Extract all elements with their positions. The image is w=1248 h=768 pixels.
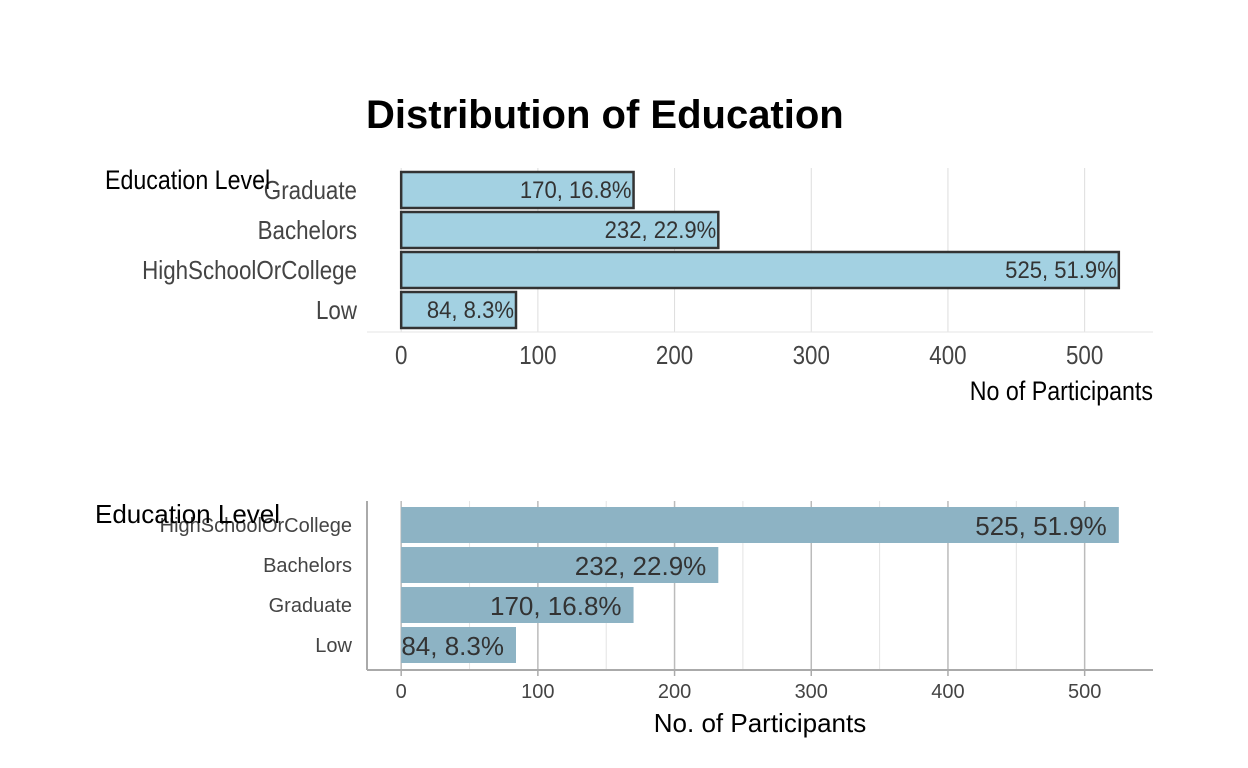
- bottom-category-label: HighSchoolOrCollege: [160, 515, 352, 537]
- bottom-data-label: 170, 16.8%: [490, 591, 622, 621]
- bottom-bar-Low: [401, 627, 516, 663]
- top-bar-Graduate: [399, 170, 635, 210]
- bottom-data-label: 84, 8.3%: [401, 631, 504, 661]
- bottom-category-label: Low: [315, 635, 352, 657]
- bottom-x-tick-label: 500: [1068, 681, 1101, 703]
- bottom-x-axis-title: No. of Participants: [654, 708, 866, 738]
- top-data-labels: 170, 16.8% 232, 22.9% 525, 51.9% 84, 8.3%: [427, 176, 1117, 323]
- bottom-data-labels: 525, 51.9% 232, 22.9% 170, 16.8% 84, 8.3%: [401, 511, 1106, 661]
- bottom-category-label: Graduate: [269, 595, 352, 617]
- bottom-data-label: 232, 22.9%: [575, 551, 707, 581]
- bottom-category-labels: HighSchoolOrCollege Bachelors Graduate Low: [160, 515, 353, 657]
- top-x-tick-label: 300: [793, 341, 830, 370]
- top-x-tick-label: 200: [656, 341, 693, 370]
- bottom-x-tick-label: 300: [795, 681, 828, 703]
- top-legend-title: Education Level: [105, 165, 270, 195]
- bottom-x-tick-label: 100: [521, 681, 554, 703]
- bottom-bar-Graduate: [401, 587, 634, 623]
- top-category-labels: Graduate Bachelors HighSchoolOrCollege Low: [142, 176, 357, 325]
- bottom-chart-panel: 525, 51.9% 232, 22.9% 170, 16.8% 84, 8.3% H…: [95, 499, 1153, 738]
- top-bars: [399, 170, 1121, 330]
- top-category-label: Low: [316, 296, 357, 325]
- top-x-tick-label: 100: [519, 341, 556, 370]
- top-tick-labels: 0 100 200 300 400 500: [395, 341, 1103, 370]
- bottom-bar-Bachelors: [401, 547, 719, 583]
- top-category-label: Graduate: [264, 176, 357, 205]
- top-bar-Bachelors: [399, 210, 720, 250]
- bottom-legend-title: Education Level: [95, 499, 280, 529]
- top-data-label: 232, 22.9%: [605, 216, 717, 243]
- bottom-x-tick-label: 0: [396, 681, 407, 703]
- bottom-x-tick-label: 200: [658, 681, 691, 703]
- bottom-bars: [401, 507, 1119, 663]
- top-category-label: HighSchoolOrCollege: [142, 256, 357, 285]
- bottom-data-label: 525, 51.9%: [975, 511, 1107, 541]
- top-x-axis-title: No of Participants: [970, 376, 1153, 406]
- top-chart-panel: 170, 16.8% 232, 22.9% 525, 51.9% 84, 8.3% G…: [105, 93, 1153, 406]
- top-x-tick-label: 0: [395, 341, 407, 370]
- top-x-tick-label: 400: [929, 341, 966, 370]
- top-category-label: Bachelors: [258, 216, 357, 245]
- bottom-bar-HighSchoolOrCollege: [401, 507, 1119, 543]
- top-bar-HighSchoolOrCollege: [399, 250, 1121, 290]
- top-bar-Low: [399, 290, 518, 330]
- bottom-category-label: Bachelors: [263, 555, 352, 577]
- top-data-label: 170, 16.8%: [520, 176, 632, 203]
- top-data-label: 84, 8.3%: [427, 296, 514, 323]
- bottom-x-tick-label: 400: [931, 681, 964, 703]
- top-data-label: 525, 51.9%: [1005, 256, 1117, 283]
- chart-title: Distribution of Education: [366, 93, 844, 137]
- bottom-tick-labels: 0 100 200 300 400 500: [396, 670, 1101, 703]
- top-x-tick-label: 500: [1066, 341, 1103, 370]
